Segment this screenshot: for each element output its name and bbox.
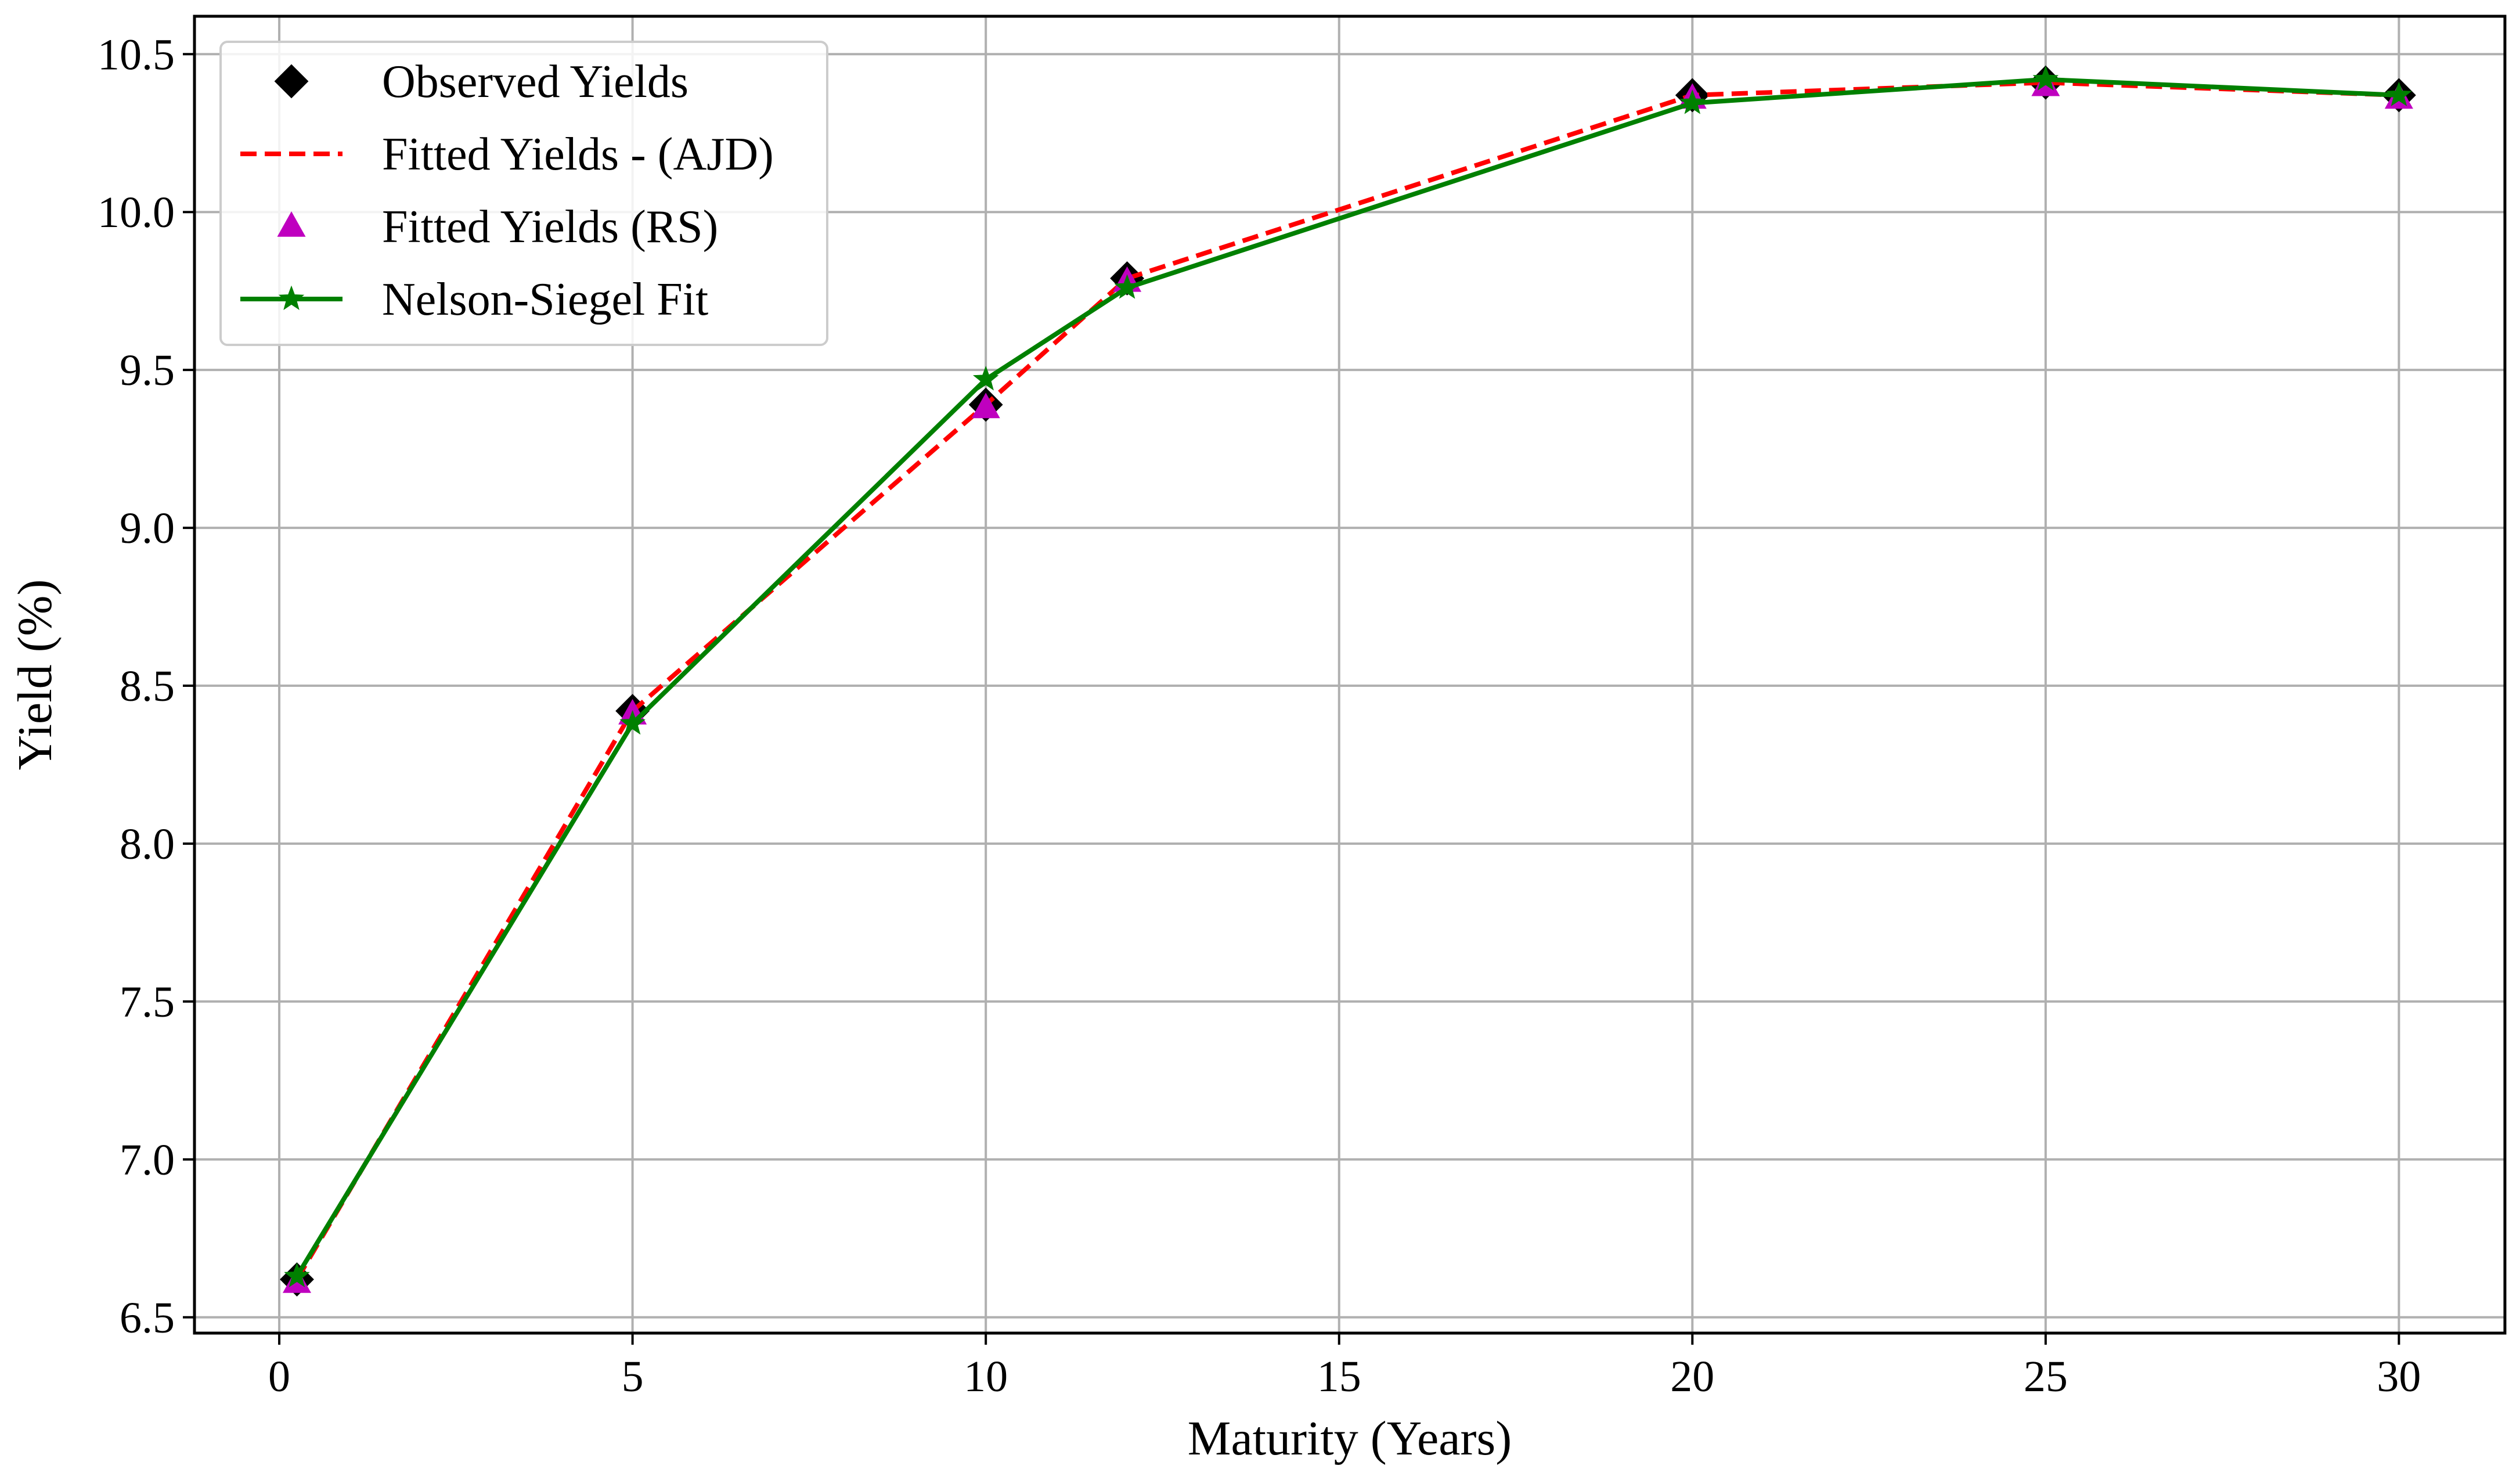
x-tick-label: 0 bbox=[268, 1352, 290, 1401]
legend-label: Observed Yields bbox=[382, 56, 688, 107]
y-tick-label: 8.0 bbox=[120, 820, 175, 869]
legend-star-icon bbox=[278, 285, 305, 310]
legend-item: Nelson-Siegel Fit bbox=[240, 274, 708, 325]
series-nelson-siegel bbox=[284, 66, 2412, 1288]
x-tick-label: 20 bbox=[1670, 1352, 1714, 1401]
x-tick-label: 5 bbox=[622, 1352, 644, 1401]
x-tick-label: 30 bbox=[2377, 1352, 2421, 1401]
nelson-siegel-point bbox=[1679, 89, 1706, 114]
y-tick-label: 9.0 bbox=[120, 504, 175, 553]
y-tick-label: 6.5 bbox=[120, 1294, 175, 1342]
x-axis-label: Maturity (Years) bbox=[1188, 1411, 1512, 1465]
y-tick-label: 9.5 bbox=[120, 346, 175, 395]
legend-triangle-icon bbox=[277, 211, 306, 237]
legend-item: Observed Yields bbox=[274, 56, 688, 107]
nelson-siegel-point bbox=[1114, 274, 1140, 299]
legend-label: Fitted Yields - (AJD) bbox=[382, 129, 774, 180]
grid-lines bbox=[194, 16, 2505, 1333]
nelson-siegel-point bbox=[284, 1262, 310, 1288]
fitted-rs-point bbox=[971, 392, 1000, 419]
plot-frame bbox=[193, 15, 2507, 1335]
x-tick-label: 15 bbox=[1317, 1352, 1361, 1401]
legend-diamond-icon bbox=[274, 64, 309, 99]
nelson-siegel-point bbox=[2386, 81, 2412, 106]
y-tick-label: 7.0 bbox=[120, 1136, 175, 1184]
y-axis-label: Yield (%) bbox=[8, 579, 62, 770]
legend-box bbox=[219, 41, 828, 346]
nelson-siegel-point bbox=[2032, 66, 2059, 91]
legend-label: Nelson-Siegel Fit bbox=[382, 274, 708, 325]
y-tick-label: 10.5 bbox=[98, 30, 175, 79]
y-tick-label: 7.5 bbox=[120, 978, 175, 1027]
y-tick-label: 8.5 bbox=[120, 662, 175, 711]
series-layer bbox=[280, 65, 2416, 1297]
nelson-siegel-point bbox=[972, 366, 999, 391]
nelson-siegel-point bbox=[619, 710, 646, 735]
legend-item: Fitted Yields (RS) bbox=[277, 201, 718, 253]
x-tick-label: 25 bbox=[2024, 1352, 2068, 1401]
legend-items: Observed Yields Fitted Yields - (AJD) Fitt… bbox=[240, 56, 774, 325]
legend-label: Fitted Yields (RS) bbox=[382, 201, 718, 253]
legend-item: Fitted Yields - (AJD) bbox=[240, 129, 774, 180]
y-tick-label: 10.0 bbox=[98, 188, 175, 237]
legend: Observed Yields Fitted Yields - (AJD) Fitt… bbox=[219, 41, 828, 346]
axis-ticks: 0 5 10 15 20 25 30 6.5 7.0 7.5 8.0 8.5 9.0 9.5 10.0 10.… bbox=[98, 30, 2421, 1401]
x-tick-label: 10 bbox=[964, 1352, 1008, 1401]
